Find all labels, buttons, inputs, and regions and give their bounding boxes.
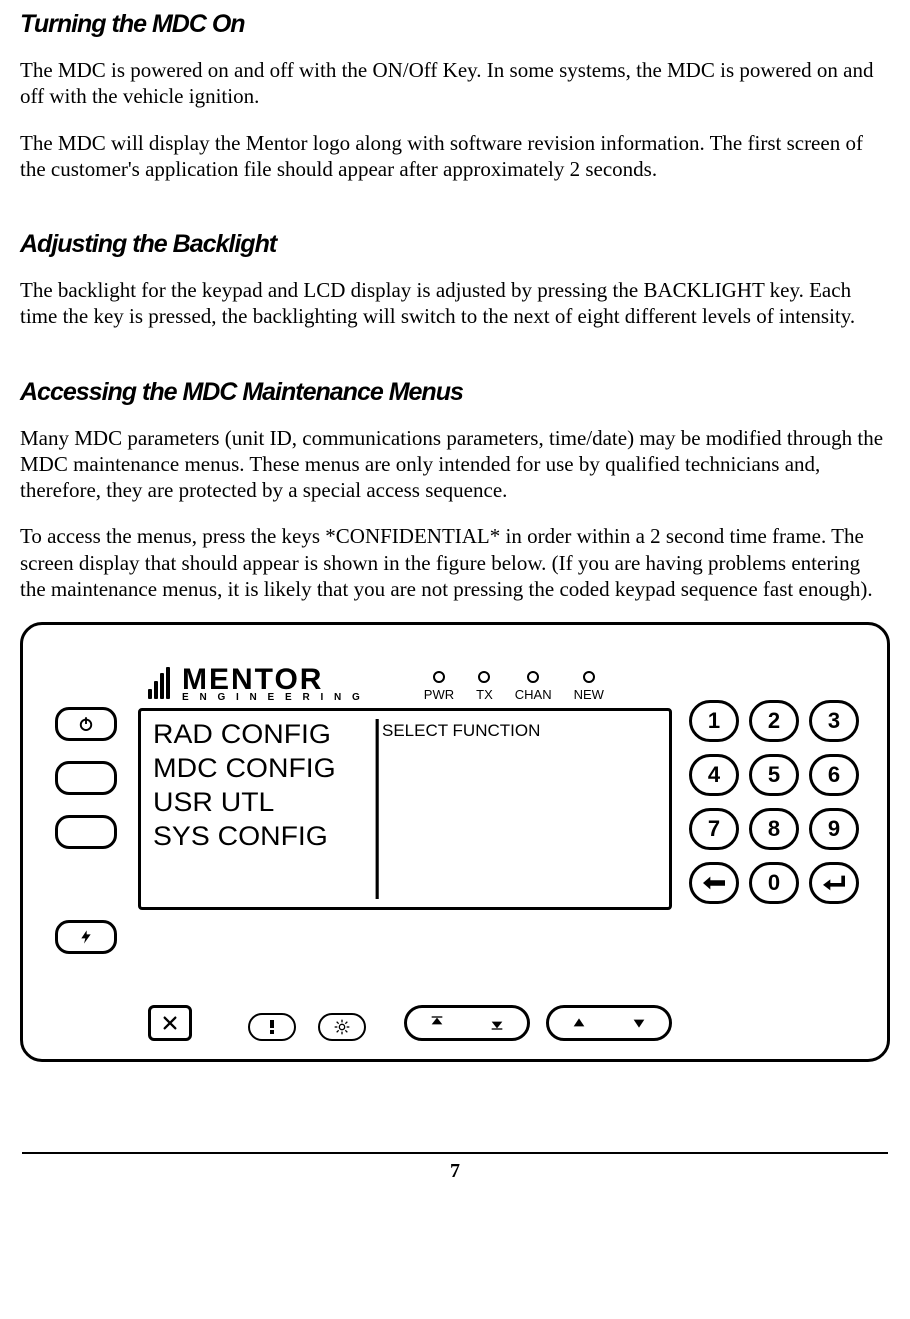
footer-rule xyxy=(22,1152,888,1154)
left-key-3[interactable] xyxy=(55,815,117,849)
key-back[interactable] xyxy=(689,862,739,904)
indicator-pwr-label: PWR xyxy=(424,687,454,702)
attention-key[interactable] xyxy=(248,1013,296,1041)
indicator-new: NEW xyxy=(574,671,604,702)
key-4[interactable]: 4 xyxy=(689,754,739,796)
para-logo-display: The MDC will display the Mentor logo alo… xyxy=(20,130,890,183)
brightness-icon xyxy=(334,1019,350,1035)
key-7[interactable]: 7 xyxy=(689,808,739,850)
lcd-item-usr: USR UTL xyxy=(153,787,369,818)
page-up-icon xyxy=(429,1015,445,1031)
indicator-tx: TX xyxy=(476,671,493,702)
indicator-tx-label: TX xyxy=(476,687,493,702)
x-icon xyxy=(162,1015,178,1031)
left-key-2[interactable] xyxy=(55,761,117,795)
lcd-item-rad: RAD CONFIG xyxy=(153,719,369,750)
lcd-item-mdc: MDC CONFIG xyxy=(153,753,369,784)
key-1[interactable]: 1 xyxy=(689,700,739,742)
enter-icon xyxy=(823,875,845,891)
rocker-page[interactable] xyxy=(404,1005,530,1041)
page-down-icon xyxy=(489,1015,505,1031)
key-6[interactable]: 6 xyxy=(809,754,859,796)
power-icon xyxy=(77,715,95,733)
key-2[interactable]: 2 xyxy=(749,700,799,742)
lightning-key[interactable] xyxy=(55,920,117,954)
key-enter[interactable] xyxy=(809,862,859,904)
power-key[interactable] xyxy=(55,707,117,741)
backlight-key[interactable] xyxy=(318,1013,366,1041)
indicator-row: PWR TX CHAN NEW xyxy=(424,671,604,702)
brand-row: MENTOR E N G I N E E R I N G PWR TX CHAN… xyxy=(138,665,672,702)
left-keys-bottom xyxy=(55,920,117,974)
heading-backlight: Adjusting the Backlight xyxy=(20,230,890,259)
indicator-new-label: NEW xyxy=(574,687,604,702)
indicator-chan-label: CHAN xyxy=(515,687,552,702)
lightning-icon xyxy=(78,928,94,946)
keypad: 1 2 3 4 5 6 7 8 9 0 xyxy=(689,700,859,904)
indicator-pwr: PWR xyxy=(424,671,454,702)
mdc-device: MENTOR E N G I N E E R I N G PWR TX CHAN… xyxy=(20,622,890,1062)
brand-sub: E N G I N E E R I N G xyxy=(182,693,364,702)
lcd-item-sys: SYS CONFIG xyxy=(153,821,369,852)
arrow-left-icon xyxy=(703,876,725,890)
key-0[interactable]: 0 xyxy=(749,862,799,904)
lcd-menu: RAD CONFIG MDC CONFIG USR UTL SYS CONFIG xyxy=(153,719,379,899)
heading-turning-on: Turning the MDC On xyxy=(20,10,890,39)
exclaim-icon xyxy=(267,1020,277,1034)
brand-text: MENTOR E N G I N E E R I N G xyxy=(182,666,364,702)
heading-maintenance: Accessing the MDC Maintenance Menus xyxy=(20,378,890,407)
page-number: 7 xyxy=(20,1160,890,1183)
para-backlight: The backlight for the keypad and LCD dis… xyxy=(20,277,890,330)
down-icon xyxy=(631,1015,647,1031)
key-9[interactable]: 9 xyxy=(809,808,859,850)
cancel-button[interactable] xyxy=(148,1005,192,1041)
key-8[interactable]: 8 xyxy=(749,808,799,850)
up-icon xyxy=(571,1015,587,1031)
center-panel: MENTOR E N G I N E E R I N G PWR TX CHAN… xyxy=(138,665,672,910)
small-ovals xyxy=(248,1013,366,1041)
bottom-controls xyxy=(148,1005,672,1041)
indicator-chan: CHAN xyxy=(515,671,552,702)
key-5[interactable]: 5 xyxy=(749,754,799,796)
rocker-scroll[interactable] xyxy=(546,1005,672,1041)
para-maint-1: Many MDC parameters (unit ID, communicat… xyxy=(20,425,890,504)
para-maint-2: To access the menus, press the keys *CON… xyxy=(20,523,890,602)
para-power-on: The MDC is powered on and off with the O… xyxy=(20,57,890,110)
lcd-screen: RAD CONFIG MDC CONFIG USR UTL SYS CONFIG… xyxy=(138,708,672,910)
device-figure: MENTOR E N G I N E E R I N G PWR TX CHAN… xyxy=(20,622,890,1062)
left-keys-top xyxy=(55,707,117,869)
brand-logo: MENTOR E N G I N E E R I N G xyxy=(148,666,364,702)
page: Turning the MDC On The MDC is powered on… xyxy=(0,0,910,1203)
brand-bars-icon xyxy=(148,667,176,701)
lcd-header: SELECT FUNCTION xyxy=(382,719,540,899)
brand-main: MENTOR xyxy=(182,666,364,693)
key-3[interactable]: 3 xyxy=(809,700,859,742)
